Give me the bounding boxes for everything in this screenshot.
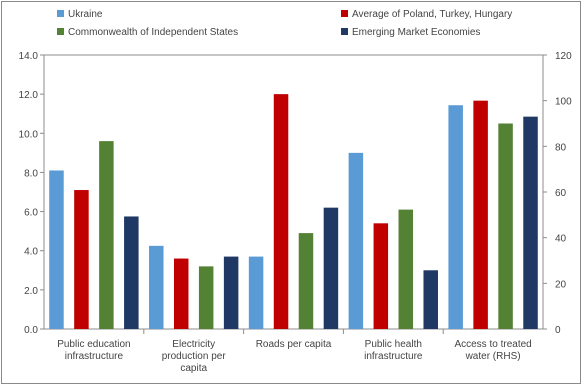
bars <box>49 94 538 330</box>
right-tick-label: 0 <box>555 325 561 336</box>
left-tick-label: 10.0 <box>19 129 39 140</box>
left-y-axis: 0.0 2.0 4.0 6.0 8.0 10.0 12.0 14.0 <box>19 51 44 336</box>
x-category-label: water (RHS) <box>465 351 521 362</box>
bar-series4-category2 <box>223 256 239 329</box>
left-tick-label: 14.0 <box>19 51 39 62</box>
bar-series3-category4 <box>398 209 414 329</box>
right-tick-label: 120 <box>555 51 572 62</box>
bar-series4-category5 <box>523 116 538 330</box>
left-tick-label: 6.0 <box>24 208 38 219</box>
left-tick-label: 12.0 <box>19 90 39 101</box>
bar-series3-category2 <box>198 266 214 329</box>
bar-series1-category3 <box>248 256 264 329</box>
right-tick-label: 20 <box>555 279 567 290</box>
legend-label-1: Ukraine <box>68 9 103 20</box>
bar-series2-category4 <box>373 223 389 329</box>
x-category-label: Electricity <box>172 339 215 350</box>
right-tick-label: 40 <box>555 234 567 245</box>
bar-series2-category3 <box>273 94 289 330</box>
bar-series1-category1 <box>49 170 64 329</box>
legend-swatch-2 <box>341 10 348 17</box>
left-tick-label: 0.0 <box>24 325 38 336</box>
plot-border <box>43 54 544 330</box>
legend-label-4: Emerging Market Economies <box>352 27 480 38</box>
legend-label-2: Average of Poland, Turkey, Hungary <box>352 9 512 20</box>
legend-swatch-1 <box>57 10 64 17</box>
x-axis: Public educationinfrastructureElectricit… <box>57 329 532 374</box>
plot-area <box>43 54 544 330</box>
left-tick-label: 2.0 <box>24 286 38 297</box>
right-tick-label: 80 <box>555 142 567 153</box>
bar-series2-category1 <box>74 190 89 329</box>
bar-series2-category2 <box>173 258 189 329</box>
bar-series3-category3 <box>298 233 314 329</box>
x-category-label: production per <box>162 351 227 362</box>
x-category-label: infrastructure <box>364 351 423 362</box>
legend-swatch-3 <box>57 28 64 35</box>
x-category-label: capita <box>180 363 207 374</box>
bar-series4-category1 <box>124 216 139 329</box>
right-y-axis: 0 20 40 60 80 100 120 <box>543 51 572 336</box>
left-tick-label: 8.0 <box>24 168 38 179</box>
bar-series4-category4 <box>423 270 438 329</box>
bar-series1-category2 <box>149 245 164 329</box>
bar-series1-category5 <box>448 105 463 329</box>
right-tick-label: 100 <box>555 97 572 108</box>
legend-label-3: Commonwealth of Independent States <box>68 27 238 38</box>
legend-swatch-4 <box>341 28 348 35</box>
right-tick-label: 60 <box>555 188 567 199</box>
bar-series1-category4 <box>348 152 364 329</box>
x-category-label: infrastructure <box>65 351 124 362</box>
legend: Ukraine Average of Poland, Turkey, Hungar… <box>57 9 512 38</box>
bar-series3-category5 <box>498 123 513 329</box>
x-category-label: Public education <box>57 339 130 350</box>
left-tick-label: 4.0 <box>24 247 38 258</box>
bar-series4-category3 <box>323 207 339 329</box>
bar-series2-category5 <box>473 100 488 330</box>
x-category-label: Access to treated <box>454 339 531 350</box>
x-category-label: Public health <box>365 339 422 350</box>
x-category-label: Roads per capita <box>256 339 332 350</box>
bar-series3-category1 <box>99 141 114 329</box>
